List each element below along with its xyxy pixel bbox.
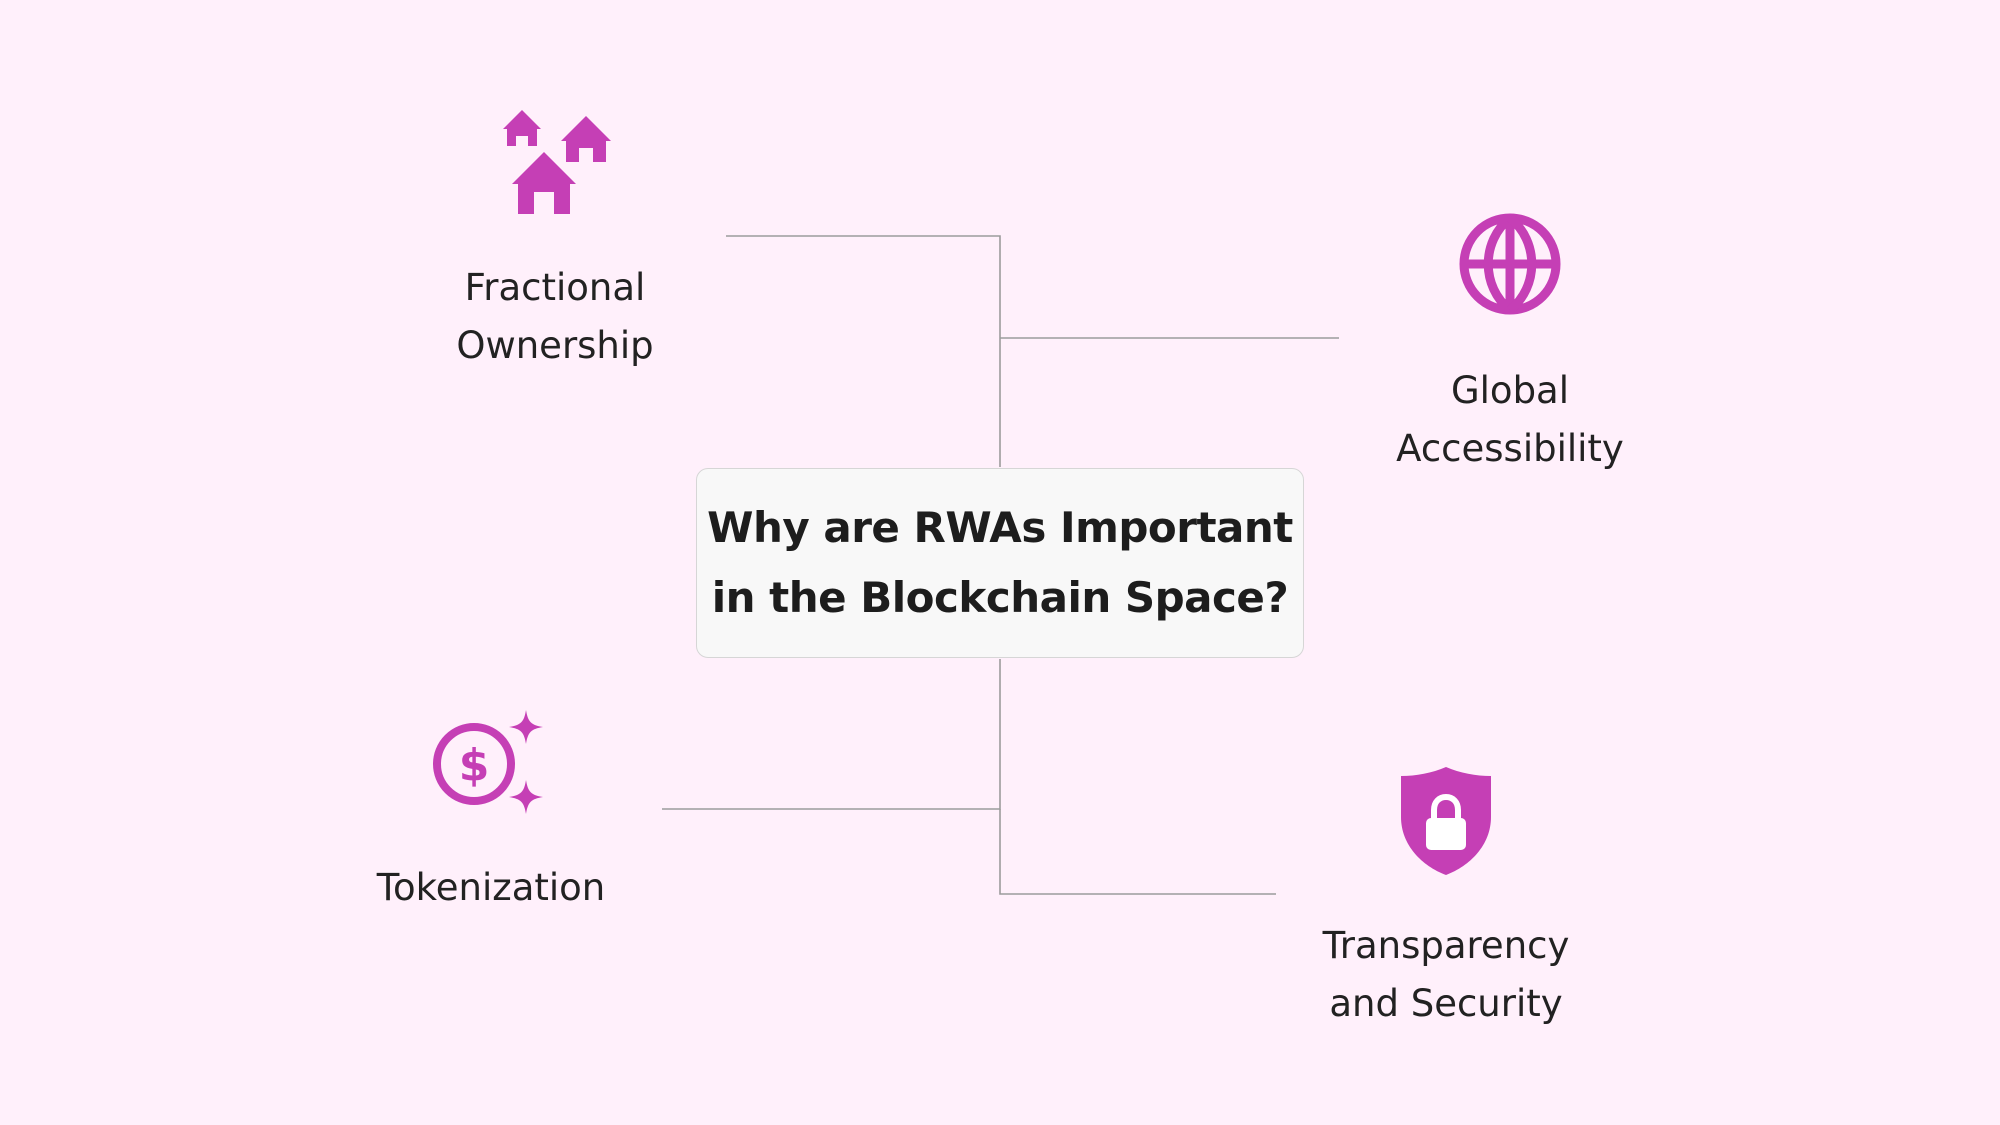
center-title-line-2: in the Blockchain Space? [711, 573, 1289, 622]
label-tokenization-line-1: Tokenization [376, 866, 606, 909]
label-global-accessibility: Global Accessibility [1360, 362, 1660, 478]
label-transparency-security: Transparency and Security [1296, 917, 1596, 1033]
center-question-box: Why are RWAs Important in the Blockchain… [696, 468, 1304, 658]
shield-lock-icon [1401, 767, 1491, 875]
connector-fractional-ownership [726, 235, 1001, 467]
label-fractional-ownership-line-2: Ownership [456, 324, 654, 367]
label-global-accessibility-line-2: Accessibility [1396, 427, 1624, 470]
label-fractional-ownership-line-1: Fractional [464, 266, 646, 309]
houses-icon [503, 110, 611, 214]
label-transparency-security-line-1: Transparency [1322, 924, 1570, 967]
center-title: Why are RWAs Important in the Blockchain… [707, 493, 1293, 633]
label-fractional-ownership: Fractional Ownership [405, 259, 705, 375]
label-global-accessibility-line-1: Global [1450, 369, 1570, 412]
globe-icon [1459, 213, 1561, 315]
connector-transparency-security [999, 809, 1276, 895]
dollar-coin-sparkle-icon: $ [433, 710, 543, 814]
center-title-line-1: Why are RWAs Important [707, 503, 1293, 552]
label-tokenization: Tokenization [341, 859, 641, 917]
svg-text:$: $ [459, 740, 490, 791]
connector-tokenization [662, 659, 1001, 810]
label-transparency-security-line-2: and Security [1329, 982, 1563, 1025]
